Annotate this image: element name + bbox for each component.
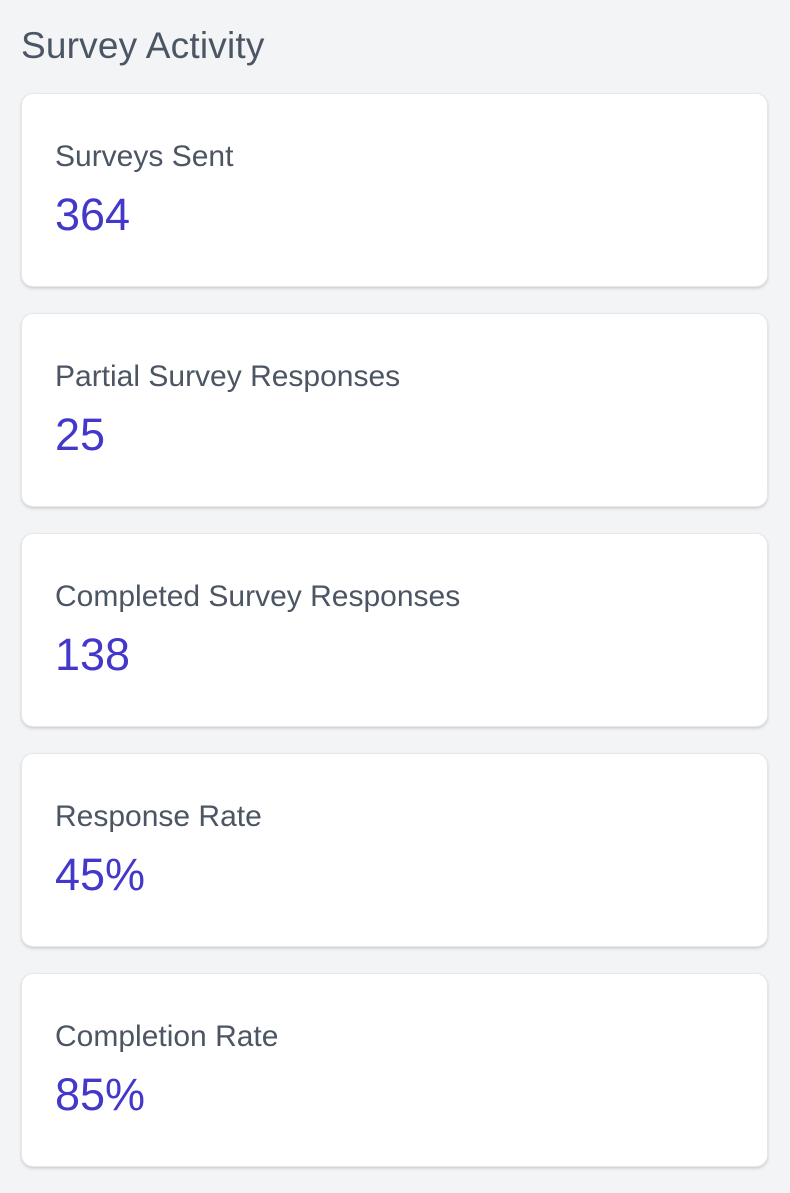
stat-label: Surveys Sent <box>55 140 234 173</box>
stat-value: 364 <box>55 189 131 240</box>
stat-card-partial-responses: Partial Survey Responses 25 <box>21 313 768 507</box>
stat-card-completion-rate: Completion Rate 85% <box>21 973 768 1167</box>
stat-value: 45% <box>55 849 146 900</box>
stat-label: Response Rate <box>55 800 262 833</box>
stat-card-list: Surveys Sent 364 Partial Survey Response… <box>21 93 768 1193</box>
stat-label: Partial Survey Responses <box>55 360 401 393</box>
stat-card-response-rate: Response Rate 45% <box>21 753 768 947</box>
section-title: Survey Activity <box>21 25 265 66</box>
stat-label: Completed Survey Responses <box>55 580 461 613</box>
stat-value: 85% <box>55 1069 146 1120</box>
stat-value: 138 <box>55 629 131 680</box>
stat-label: Completion Rate <box>55 1020 279 1053</box>
stat-card-surveys-sent: Surveys Sent 364 <box>21 93 768 287</box>
stat-card-completed-responses: Completed Survey Responses 138 <box>21 533 768 727</box>
stat-value: 25 <box>55 409 106 460</box>
